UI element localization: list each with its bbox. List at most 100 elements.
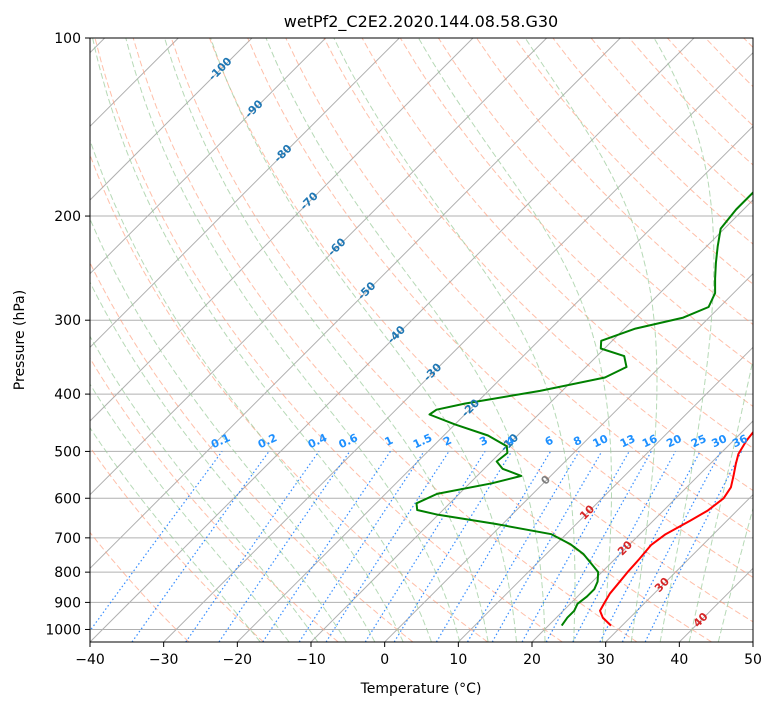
y-tick-label: 300 [54, 313, 81, 329]
x-axis-ticks: −40 −30 −20 −10 0 10 20 30 40 50 [75, 642, 762, 668]
y-axis-label: Pressure (hPa) [12, 290, 28, 390]
dewpoint-line [415, 191, 753, 627]
moist-adiabat [653, 38, 715, 642]
mixing-ratio-label: 2 [441, 434, 453, 449]
moist-adiabat [90, 383, 290, 642]
y-tick-label: 400 [54, 387, 81, 403]
x-tick-label: 30 [597, 652, 615, 668]
y-axis-ticks: 100 200 300 400 500 600 700 800 900 1000 [45, 31, 90, 638]
isotherm-gridline [90, 38, 474, 422]
mixing-ratio-label: 36 [730, 432, 750, 450]
x-tick-label: 20 [523, 652, 541, 668]
sounding-series [415, 191, 753, 627]
mixing-ratio-label: 30 [710, 432, 730, 450]
moist-adiabat [524, 38, 658, 642]
y-tick-label: 700 [54, 531, 81, 547]
mixing-ratio-line [545, 451, 652, 642]
dry-adiabat [90, 446, 264, 642]
mixing-ratio-label: 1 [383, 434, 395, 449]
mixing-ratio-line [521, 451, 630, 642]
mixing-ratio-line [185, 451, 320, 642]
isotherm-gridline [236, 125, 753, 642]
x-tick-label: 40 [670, 652, 688, 668]
isotherm-gridline [752, 641, 753, 642]
dry-adiabat [209, 38, 753, 623]
mixing-ratio-line [466, 451, 580, 642]
mixing-ratio-line [90, 451, 223, 632]
isotherm-gridline [90, 38, 695, 642]
plot-area: -100-90-80-70-60-50-40-30-20-10010203040… [90, 38, 753, 642]
dry-adiabat [437, 38, 753, 366]
y-tick-label: 500 [54, 444, 81, 460]
isotherm-gridline [605, 493, 753, 642]
isotherm-gridline [310, 199, 753, 642]
moist-adiabat [333, 38, 576, 642]
y-tick-label: 800 [54, 565, 81, 581]
isotherm-gridline [90, 38, 400, 349]
y-tick-label: 200 [54, 209, 81, 225]
moist-adiabat [90, 281, 347, 642]
moist-adiabat [418, 38, 612, 642]
isotherm-gridline [90, 38, 327, 275]
x-tick-label: −40 [75, 652, 105, 668]
pressure-gridlines [90, 38, 753, 630]
dry-adiabat [667, 38, 753, 127]
mixing-ratio-line [621, 451, 722, 642]
mixing-ratio-line [644, 451, 743, 642]
moist-adiabat [125, 38, 461, 642]
x-tick-label: −10 [296, 652, 326, 668]
mixing-ratio-line [325, 451, 450, 642]
mixing-ratio-label: 10 [591, 432, 611, 450]
isotherm-gridline [163, 51, 753, 642]
moist-adiabats [90, 38, 753, 642]
mixing-ratio-label: 8 [571, 434, 583, 449]
x-axis-label: Temperature (°C) [360, 681, 482, 697]
moist-adiabat [90, 138, 404, 642]
dry-adiabat [705, 38, 753, 88]
moist-adiabat [90, 217, 376, 642]
mixing-ratio-label: 0.6 [337, 431, 360, 451]
mixing-ratio-label: 6 [543, 434, 556, 449]
mixing-ratio-label: 0.4 [306, 431, 329, 451]
dry-adiabat [90, 261, 414, 642]
dry-adiabats [90, 38, 753, 642]
x-tick-label: 50 [744, 652, 762, 668]
mixing-ratio-line [298, 451, 425, 642]
mixing-ratio-label: 13 [618, 432, 637, 450]
dry-adiabat [514, 38, 753, 285]
mixing-ratio-line [572, 451, 677, 642]
dry-adiabat [90, 153, 488, 642]
isotherm-gridline [457, 346, 753, 642]
mixing-ratio-line [262, 451, 391, 642]
dry-adiabat [170, 38, 712, 642]
temperature-line [599, 430, 753, 627]
isotherm-gridline [90, 38, 548, 496]
x-tick-label: 0 [380, 652, 389, 668]
mixing-ratio-line [131, 451, 270, 642]
moist-adiabat [92, 38, 432, 642]
isotherm-gridline [90, 38, 253, 201]
mixing-ratio-label: 16 [640, 432, 660, 450]
y-tick-label: 1000 [45, 622, 81, 638]
x-tick-label: 10 [449, 652, 467, 668]
moist-adiabat [90, 335, 319, 642]
mixing-ratio-line [393, 451, 513, 642]
dry-adiabat [90, 357, 339, 642]
isotherm-gridline [531, 420, 753, 642]
isotherm-label: 10 [577, 502, 597, 522]
isotherm-gridline [90, 38, 621, 570]
mixing-ratio-label: 0.1 [209, 431, 232, 451]
moist-adiabat [688, 357, 753, 642]
moist-adiabat [90, 426, 261, 642]
y-tick-label: 900 [54, 595, 81, 611]
moist-adiabat [265, 38, 546, 642]
skewed-isotherm-gridlines [90, 38, 753, 642]
moist-adiabat [164, 38, 489, 642]
x-tick-label: −20 [223, 652, 253, 668]
dry-adiabat [94, 38, 563, 642]
dry-adiabat [399, 38, 753, 408]
y-tick-label: 600 [54, 491, 81, 507]
chart-title: wetPf2_C2E2.2020.144.08.58.G30 [284, 12, 558, 32]
dry-adiabat [285, 38, 753, 535]
